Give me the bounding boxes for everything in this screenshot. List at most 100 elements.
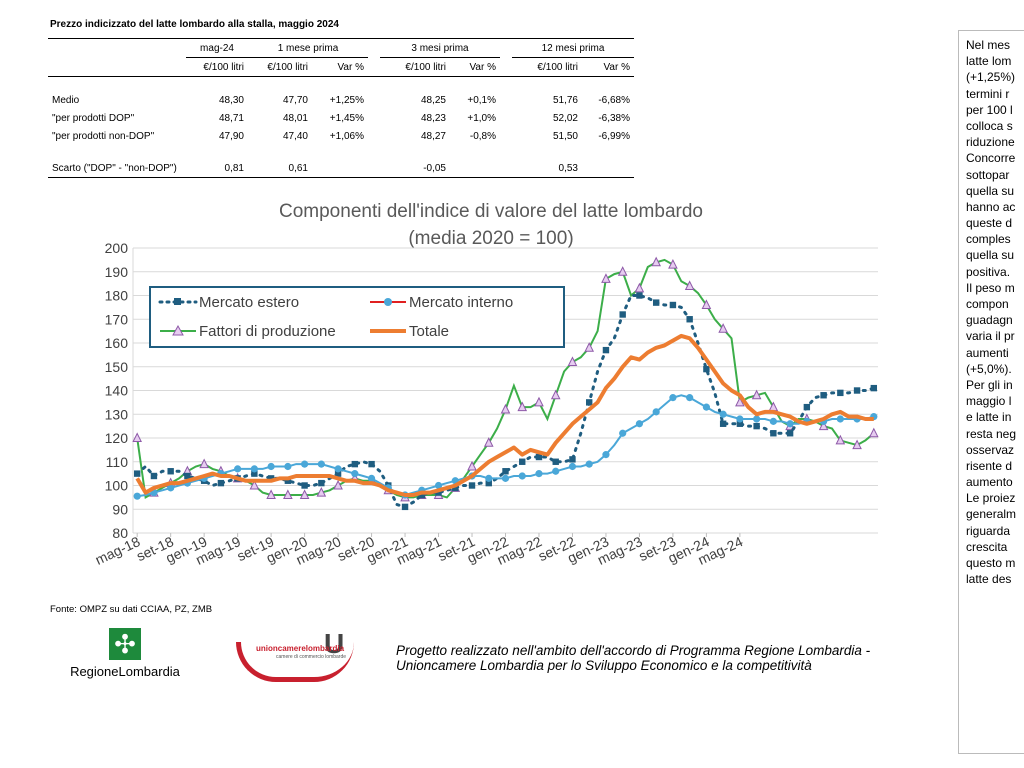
regione-lombardia-logo: ✣ RegioneLombardia: [60, 624, 190, 684]
col-header-3m: 3 mesi prima: [380, 38, 500, 58]
project-note-line: Unioncamere Lombardia per lo Sviluppo Ec…: [396, 658, 812, 673]
data-point: [418, 491, 425, 499]
data-point: [770, 430, 777, 437]
legend-box: [149, 286, 565, 348]
data-point: [367, 474, 376, 482]
chart-title: Componenti dell'indice di valore del lat…: [279, 201, 703, 222]
cell: -0,8%: [469, 130, 496, 142]
data-point: [686, 316, 693, 323]
y-tick-label: 110: [106, 454, 129, 470]
data-point: [584, 342, 595, 352]
x-axis-ticks: mag-18set-18gen-19mag-19set-19gen-20mag-…: [93, 533, 745, 568]
side-text-line: generalm: [966, 507, 1017, 522]
table-title: Prezzo indicizzato del latte lombardo al…: [50, 19, 339, 30]
data-point: [751, 389, 762, 400]
side-text-line: compon: [966, 297, 1009, 311]
data-point: [786, 430, 794, 437]
chart-subtitle: (media 2020 = 100): [408, 228, 573, 249]
legend-item-mercato-estero: Mercato estero: [158, 294, 299, 311]
side-text-line: riduzione: [966, 135, 1015, 150]
side-text-line: latte des: [966, 572, 1012, 587]
data-point: [686, 394, 694, 402]
source-note: Fonte: OMPZ su dati CCIAA, PZ, ZMB: [50, 604, 213, 615]
cell: +1,25%: [329, 94, 364, 106]
cell: 47,90: [218, 130, 244, 142]
y-tick-label: 190: [105, 264, 129, 280]
table-row: Medio 48,30 47,70 +1,25% 48,25 +0,1% 51,…: [48, 91, 634, 109]
legend-item-mercato-interno: Mercato interno: [370, 294, 513, 311]
data-point: [318, 479, 325, 487]
cell: 47,40: [282, 130, 308, 142]
side-text-line: maggio l: [966, 394, 1012, 409]
data-point: [735, 396, 745, 407]
side-text-line: positiva.: [966, 264, 1011, 279]
side-text-line: questo m: [966, 556, 1016, 570]
table-row-scarto: Scarto ("DOP" - "non-DOP") 0,81 0,61 -0,…: [48, 159, 634, 178]
side-text-line: Nel mes: [966, 38, 1011, 52]
lombardia-rose-icon: ✣: [109, 628, 141, 660]
legend-label: Totale: [409, 323, 449, 340]
subheader: €/100 litri: [186, 57, 248, 77]
data-point: [870, 384, 878, 392]
y-tick-label: 160: [105, 335, 129, 351]
data-point: [567, 356, 578, 366]
data-point: [250, 465, 258, 473]
data-point: [501, 474, 510, 482]
data-point: [736, 420, 744, 427]
cell: +1,45%: [329, 112, 364, 124]
cell: 48,01: [282, 112, 308, 124]
cell: +0,1%: [467, 94, 496, 106]
data-point: [351, 470, 359, 478]
data-point: [284, 477, 292, 484]
data-point: [435, 489, 442, 496]
cell: [450, 159, 500, 178]
subheader: €/100 litri: [512, 57, 582, 77]
y-tick-label: 140: [105, 383, 129, 399]
data-point: [199, 458, 209, 469]
data-point: [703, 365, 710, 373]
data-point: [736, 415, 744, 423]
side-text-line: Per gli in: [966, 377, 1013, 392]
cell: -6,68%: [598, 94, 630, 106]
y-tick-label: 80: [112, 525, 128, 541]
side-text-line: aumenti: [966, 345, 1009, 360]
data-point: [483, 437, 494, 447]
data-point: [552, 458, 559, 465]
data-point: [535, 470, 543, 478]
legend-label: Fattori di produzione: [199, 323, 336, 340]
data-point: [835, 434, 846, 445]
col-header-1m: 1 mese prima: [248, 38, 368, 58]
data-point: [485, 474, 493, 482]
cell: 48,71: [218, 112, 244, 124]
data-point: [267, 475, 275, 482]
cell: 48,27: [420, 130, 446, 142]
data-point: [133, 470, 141, 477]
data-point: [701, 299, 712, 309]
cell: -6,38%: [598, 112, 630, 124]
cell: 48,25: [420, 94, 446, 106]
data-point: [869, 427, 879, 438]
unioncamere-logo: U unioncamerelombardia camere di commerc…: [236, 628, 358, 684]
y-tick-label: 90: [112, 501, 128, 517]
data-point: [452, 484, 459, 492]
side-text-line: guadagn: [966, 313, 1013, 328]
data-point: [635, 420, 644, 428]
data-point: [718, 323, 728, 333]
side-text-line: comples: [966, 232, 1011, 247]
cell: +1,0%: [467, 112, 496, 124]
data-point: [234, 465, 242, 473]
data-point: [669, 301, 677, 309]
data-point: [468, 482, 476, 489]
data-point: [500, 403, 511, 414]
data-point: [334, 465, 342, 473]
side-text-line: resta neg: [966, 426, 1017, 441]
y-tick-label: 120: [105, 430, 129, 446]
cell: 52,02: [552, 112, 578, 124]
y-axis-ticks: 80 90 100 110 120 130 140 150 160 170 180 190 200: [105, 240, 129, 541]
cell: 51,76: [552, 94, 578, 106]
y-tick-label: 200: [105, 240, 129, 256]
cell: 47,70: [282, 94, 308, 106]
data-point: [317, 460, 325, 468]
data-point: [668, 259, 678, 269]
side-text-line: risente d: [966, 458, 1013, 473]
